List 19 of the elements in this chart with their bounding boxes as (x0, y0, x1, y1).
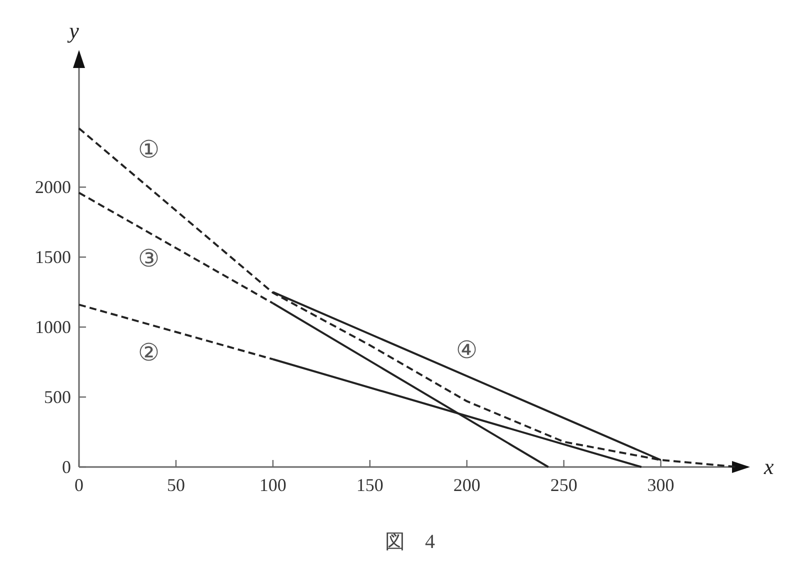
series-label: ① (138, 138, 160, 164)
x-tick-label: 50 (166, 475, 185, 495)
y-tick-label: 2000 (35, 177, 71, 198)
y-tick-label: 500 (44, 387, 71, 408)
y-tick-label: 1000 (35, 317, 71, 338)
x-tick-label: 150 (356, 475, 384, 495)
series-label: ③ (138, 246, 160, 273)
x-axis-title: x (763, 454, 774, 479)
x-tick-label: 200 (453, 475, 480, 495)
series-label: ④ (456, 338, 478, 364)
x-tick-label: 100 (259, 475, 286, 495)
y-axis-title: y (67, 18, 80, 43)
y-tick-label: 0 (62, 457, 71, 477)
x-tick-label: 250 (550, 475, 578, 495)
x-tick-label: 300 (647, 475, 674, 495)
caption: 図 4 (385, 531, 435, 553)
series-label: ② (138, 340, 160, 366)
y-tick-label: 1500 (35, 247, 71, 268)
x-tick-label: 0 (74, 475, 84, 495)
